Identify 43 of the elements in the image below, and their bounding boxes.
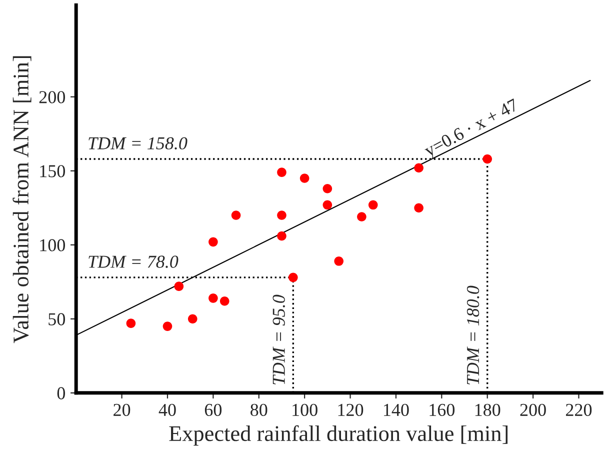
ref-line-label: TDM = 95.0 (272, 294, 285, 384)
point (277, 210, 286, 220)
x-tick-label: 80 (250, 404, 268, 416)
point (322, 200, 332, 210)
point (482, 154, 492, 164)
x-tick-label: 120 (338, 404, 364, 416)
point (231, 210, 241, 220)
point (334, 256, 344, 266)
x-tick-label: 100 (292, 404, 318, 416)
point (357, 212, 366, 222)
point (126, 318, 136, 328)
point (414, 203, 424, 213)
point (188, 314, 198, 324)
ref-line-label: TDM = 78.0 (88, 256, 178, 268)
x-tick-label: 140 (384, 404, 409, 416)
x-tick-label: 40 (158, 404, 176, 416)
y-tick-label: 50 (48, 313, 65, 326)
x-tick-label: 180 (475, 404, 500, 416)
point (208, 294, 218, 303)
point (162, 322, 172, 331)
y-tick-label: 200 (39, 91, 65, 104)
point (208, 237, 218, 247)
x-tick-label: 220 (566, 404, 592, 416)
y-tick-label: 100 (40, 239, 65, 252)
point (277, 231, 286, 241)
point (277, 168, 286, 177)
point (288, 272, 298, 282)
point (174, 282, 184, 291)
x-tick-label: 200 (520, 404, 546, 416)
point (414, 163, 424, 173)
y-axis-title: Value obtained from ANN [min] (12, 56, 32, 344)
point (368, 200, 378, 210)
y-tick-label: 0 (57, 387, 65, 400)
ref-line-label: TDM = 180.0 (466, 286, 480, 384)
x-tick-label: 160 (430, 404, 455, 416)
point (300, 174, 310, 183)
x-tick-label: 20 (114, 404, 130, 416)
x-axis-title: Expected rainfall duration value [min] (169, 425, 508, 446)
point (322, 184, 332, 194)
point (220, 296, 230, 306)
ref-line-label: TDM = 158.0 (88, 137, 188, 150)
y-tick-label: 150 (40, 165, 65, 178)
x-tick-label: 60 (204, 404, 222, 416)
